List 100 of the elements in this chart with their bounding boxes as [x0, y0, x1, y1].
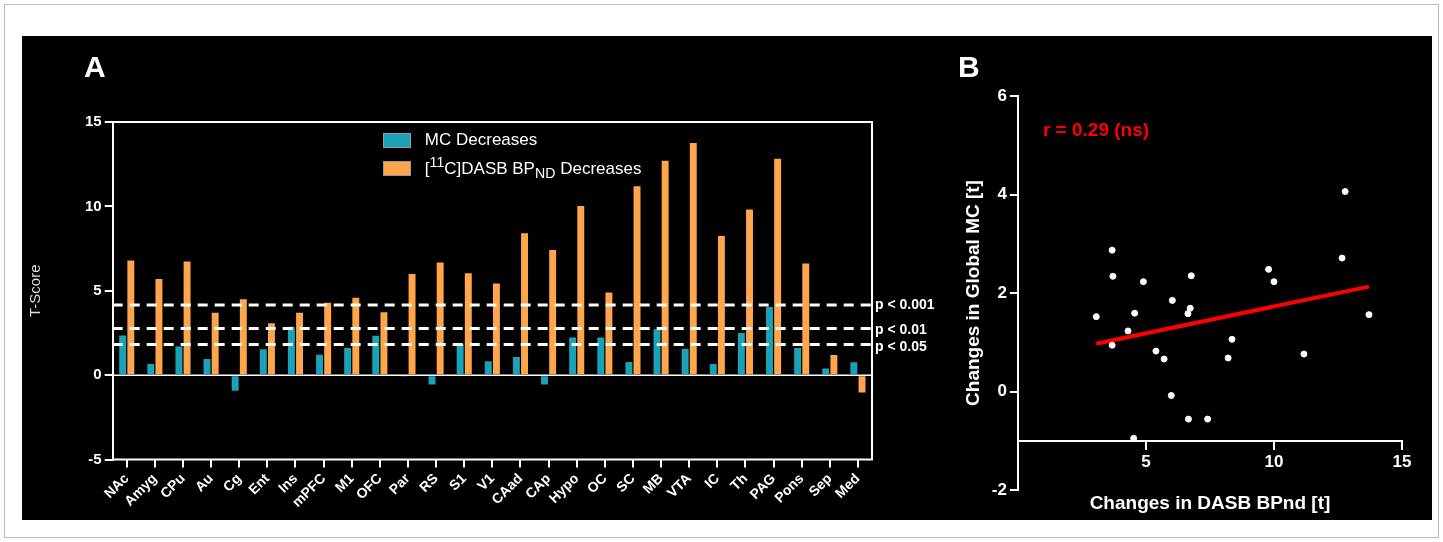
bar — [549, 249, 557, 375]
y-axis-title: Changes in Global MC [t] — [961, 180, 983, 406]
point — [1139, 278, 1147, 286]
point — [1168, 296, 1176, 304]
x-tick-label: RS — [415, 470, 441, 496]
x-tick-label: Par — [385, 469, 414, 498]
bar — [661, 160, 669, 375]
bar — [296, 312, 304, 375]
annotation: r = 0.29 (ns) — [1042, 119, 1150, 141]
point — [1108, 246, 1116, 254]
x-tick-label: Cg — [219, 470, 245, 495]
point — [1270, 278, 1278, 286]
bar — [408, 273, 416, 375]
bar — [541, 376, 548, 385]
bar — [380, 312, 388, 375]
x-tick-label: VTA — [663, 470, 695, 501]
point — [1152, 347, 1160, 355]
bar — [633, 186, 641, 375]
bar — [344, 347, 352, 375]
bar — [436, 262, 444, 375]
bar — [456, 343, 464, 375]
x-tick-label: Ent — [244, 469, 273, 498]
x-tick-label: IC — [700, 470, 723, 492]
bar — [717, 235, 725, 375]
point — [1160, 355, 1168, 363]
y-tick-label: -2 — [991, 479, 1007, 499]
legend-label: [$^{11}$C]DASB BP$_{ND}$ Decreases — [424, 154, 642, 182]
y-tick-label: 10 — [85, 196, 102, 214]
bar — [175, 346, 183, 375]
bar — [316, 354, 323, 375]
bar — [794, 347, 802, 375]
bar — [492, 283, 500, 375]
x-tick-label: SC — [612, 470, 638, 496]
point — [1300, 350, 1308, 358]
ref-line-label: p < 0.001 — [875, 295, 935, 312]
ref-line-label: p < 0.05 — [875, 338, 927, 355]
bar — [577, 206, 585, 375]
bar — [597, 337, 605, 375]
bar — [766, 306, 773, 375]
bar — [850, 362, 858, 375]
bar — [231, 376, 239, 391]
bar — [183, 261, 191, 375]
point — [1184, 310, 1192, 318]
x-tick-label: S1 — [445, 469, 470, 494]
y-tick-label: -5 — [88, 449, 102, 467]
bar — [802, 263, 810, 375]
y-tick-label: 0 — [997, 381, 1007, 401]
point — [1224, 354, 1232, 362]
point — [1186, 304, 1194, 312]
x-tick-label: 15 — [1392, 451, 1412, 471]
bar — [239, 299, 247, 375]
y-tick-label: 15 — [85, 112, 102, 130]
x-tick-label: MB — [639, 470, 666, 497]
bar — [428, 376, 436, 385]
x-axis-title: Changes in DASB BPnd [t] — [1089, 492, 1331, 514]
x-tick-label: 10 — [1264, 451, 1284, 471]
point — [1184, 415, 1192, 423]
bar — [709, 364, 717, 375]
bar — [259, 349, 267, 375]
bar — [822, 368, 830, 375]
bar — [203, 359, 211, 375]
point — [1228, 335, 1236, 343]
y-tick-label: 6 — [997, 85, 1007, 105]
point — [1187, 272, 1195, 280]
point — [1092, 313, 1100, 321]
chart-title: A — [84, 50, 106, 84]
bar — [324, 302, 332, 375]
bar — [605, 292, 613, 375]
bar — [737, 333, 745, 375]
bar — [372, 335, 380, 375]
point — [1265, 265, 1273, 273]
bar — [147, 364, 155, 375]
point — [1167, 391, 1175, 399]
bar — [287, 326, 295, 375]
x-tick-label: M1 — [331, 469, 357, 496]
bar — [689, 142, 697, 375]
x-tick-label: OC — [583, 470, 610, 497]
point — [1131, 309, 1139, 317]
bar — [521, 233, 529, 375]
y-tick-label: 0 — [93, 365, 102, 383]
x-tick-label: Sep — [805, 470, 835, 500]
point — [1124, 327, 1132, 335]
bar — [119, 335, 127, 375]
x-tick-label: Au — [191, 470, 216, 495]
point — [1341, 188, 1349, 196]
bar — [484, 361, 492, 375]
y-tick-label: 4 — [997, 184, 1008, 204]
bar — [512, 357, 520, 375]
point — [1365, 311, 1373, 319]
bar — [569, 337, 577, 375]
point — [1109, 272, 1117, 280]
legend-label: MC Decreases — [424, 130, 538, 150]
bar — [830, 355, 838, 375]
chart-title: B — [958, 50, 980, 84]
point — [1338, 254, 1346, 262]
bar — [625, 361, 633, 375]
y-axis-title: T-Score — [26, 264, 43, 318]
y-tick-label: 5 — [93, 280, 102, 298]
bar — [464, 273, 472, 375]
bar — [746, 209, 753, 375]
